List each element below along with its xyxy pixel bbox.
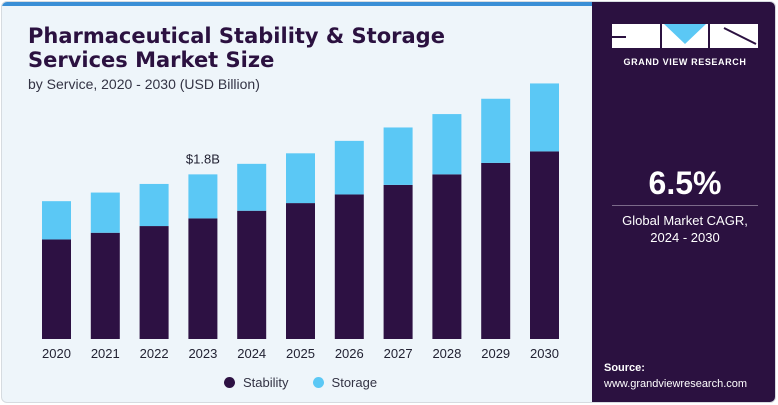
bar-stability-2029 [481, 162, 511, 339]
legend-swatch-stability [224, 376, 235, 388]
cagr-value: 6.5% [648, 165, 722, 201]
cagr-period: 2024 - 2030 [650, 230, 720, 245]
legend-item-stability: Stability [224, 375, 289, 390]
bar-stability-2021 [90, 232, 120, 339]
x-tick-label-2021: 2021 [91, 346, 120, 361]
bar-stability-2026 [334, 194, 364, 339]
data-label-2023: $1.8B [186, 151, 220, 166]
x-tick-label-2029: 2029 [481, 346, 510, 361]
cagr-label-line1: Global Market CAGR, [622, 213, 748, 228]
x-tick-label-2020: 2020 [42, 346, 71, 361]
bar-storage-2028 [432, 114, 462, 175]
bar-storage-2023 [188, 174, 218, 219]
source-label: Source: [604, 362, 645, 374]
bar-stability-2027 [383, 184, 413, 339]
cagr-label: Global Market CAGR, 2024 - 2030 [592, 212, 775, 246]
bar-chart: 2020 2021 2022 2023 $1.8B 2024 2025 2026 2027 202… [42, 83, 559, 361]
bar-storage-2020 [42, 201, 71, 240]
x-tick-label-2026: 2026 [335, 346, 364, 361]
bar-storage-2025 [286, 153, 315, 204]
x-tick-label-2023: 2023 [188, 346, 217, 361]
bar-stability-2022 [139, 226, 169, 339]
legend: Stability Storage [224, 373, 401, 391]
chart-subtitle: by Service, 2020 - 2030 (USD Billion) [28, 76, 260, 92]
brand-panel: GRAND VIEW RESEARCH 6.5% Global Market C… [592, 2, 775, 402]
bar-stability-2025 [286, 203, 315, 339]
bar-stability-2030 [530, 151, 559, 339]
bar-storage-2024 [237, 163, 267, 211]
bar-stability-2020 [42, 239, 71, 339]
x-tick-label-2022: 2022 [140, 346, 169, 361]
bar-storage-2029 [481, 98, 511, 163]
logo-text: GRAND VIEW RESEARCH [623, 57, 747, 67]
x-tick-label-2027: 2027 [384, 346, 413, 361]
bar-stability-2028 [432, 174, 462, 339]
cagr-divider [612, 205, 758, 206]
legend-label-storage: Storage [331, 374, 378, 390]
bar-storage-2021 [90, 192, 120, 233]
x-tick-label-2024: 2024 [237, 346, 266, 361]
bar-storage-2030 [530, 83, 559, 152]
x-tick-label-2030: 2030 [530, 346, 559, 361]
bar-stability-2024 [237, 210, 267, 339]
bar-storage-2026 [334, 140, 364, 195]
bar-stability-2023 [188, 218, 218, 339]
grand-view-research-logo-icon [612, 24, 758, 48]
x-tick-label-2028: 2028 [432, 346, 461, 361]
x-tick-label-2025: 2025 [286, 346, 315, 361]
legend-item-storage: Storage [312, 374, 378, 390]
legend-label-stability: Stability [243, 374, 289, 390]
legend-swatch-storage [312, 376, 324, 388]
bar-storage-2027 [383, 127, 413, 185]
top-accent-strip [2, 2, 592, 6]
source-link[interactable]: www.grandviewresearch.com [604, 378, 748, 390]
bar-storage-2022 [139, 183, 169, 227]
chart-title: Pharmaceutical Stability & Storage Servi… [28, 24, 445, 72]
